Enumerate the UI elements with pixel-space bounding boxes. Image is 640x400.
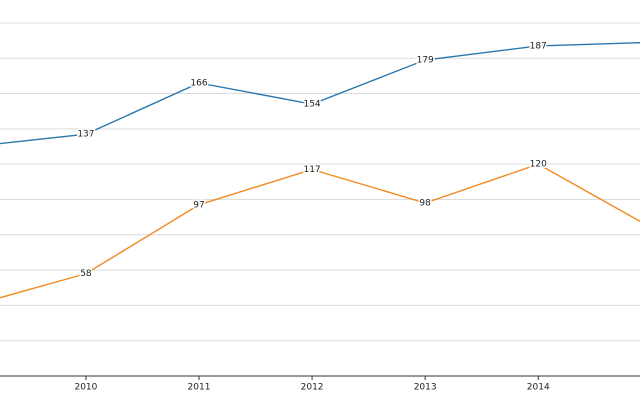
data-label: 117	[303, 165, 320, 175]
data-label: 166	[190, 78, 207, 88]
data-label: 120	[530, 160, 547, 170]
x-tick-label: 2014	[527, 383, 550, 393]
data-label: 98	[419, 199, 431, 209]
x-tick-label: 2013	[414, 383, 437, 393]
data-label: 97	[193, 200, 204, 210]
x-tick-label: 2011	[188, 383, 211, 393]
line	[0, 163, 640, 299]
data-label: 58	[80, 269, 92, 279]
data-label: 154	[303, 100, 320, 110]
data-label: 187	[530, 41, 547, 51]
x-tick-label: 2010	[74, 383, 97, 393]
data-label: 179	[417, 56, 434, 66]
x-tick-label: 2012	[301, 383, 324, 393]
data-label: 137	[77, 130, 94, 140]
line	[0, 42, 640, 145]
